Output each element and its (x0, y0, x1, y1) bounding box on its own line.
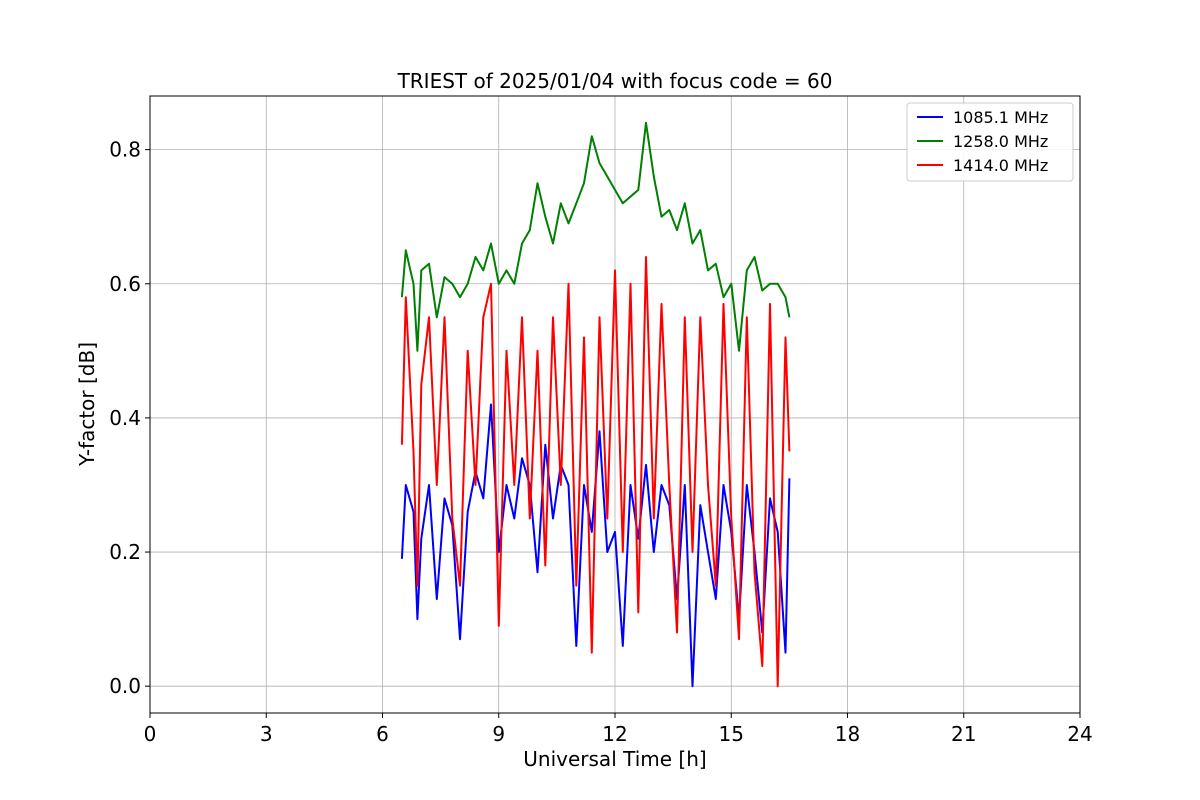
y-tick-label: 0.6 (109, 272, 141, 296)
y-tick-label: 0.4 (109, 406, 141, 430)
x-axis-label: Universal Time [h] (523, 747, 706, 771)
x-tick-label: 15 (719, 722, 744, 746)
legend-box (906, 102, 1074, 182)
y-tick-label: 0.8 (109, 138, 141, 162)
y-axis-ticks: 0.0 0.2 0.4 0.6 0.8 (109, 138, 150, 698)
x-tick-label: 3 (260, 722, 273, 746)
chart-title: TRIEST of 2025/01/04 with focus code = 6… (397, 69, 833, 93)
series-line-3 (400, 256, 791, 688)
x-tick-label: 0 (144, 722, 157, 746)
x-tick-label: 6 (376, 722, 389, 746)
y-tick-label: 0.0 (109, 674, 141, 698)
x-tick-label: 18 (835, 722, 860, 746)
series-line-1 (400, 403, 791, 688)
x-tick-label: 21 (951, 722, 976, 746)
x-tick-label: 9 (492, 722, 505, 746)
y-axis-label: Y-factor [dB] (75, 342, 99, 467)
legend-entry-label: 1258.0 MHz (953, 132, 1048, 151)
legend-entry-label: 1085.1 MHz (953, 108, 1048, 127)
data-series (400, 121, 791, 688)
series-line-2 (400, 121, 791, 352)
x-axis-ticks: 0 3 6 9 12 15 18 21 24 (144, 713, 1093, 746)
x-tick-label: 12 (602, 722, 627, 746)
y-tick-label: 0.2 (109, 540, 141, 564)
legend-entry-label: 1414.0 MHz (953, 156, 1048, 175)
legend: 1085.1 MHz 1258.0 MHz 1414.0 MHz (906, 102, 1074, 182)
x-tick-label: 24 (1067, 722, 1092, 746)
